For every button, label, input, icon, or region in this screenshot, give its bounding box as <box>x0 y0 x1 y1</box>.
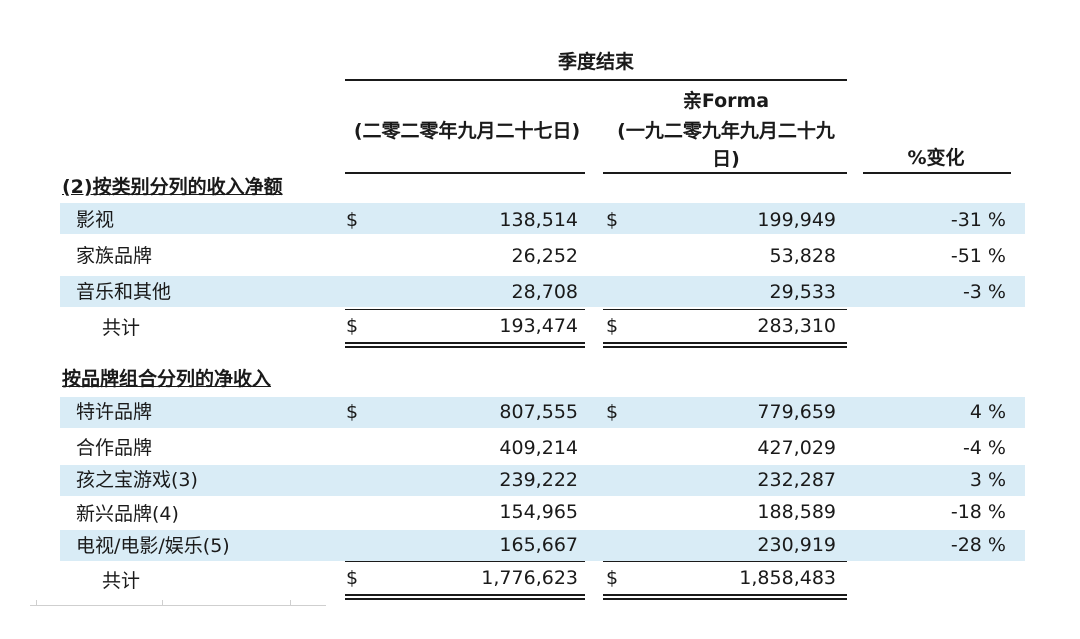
subtotal-rule <box>603 309 847 310</box>
pct-change: -51 % <box>950 245 1006 267</box>
pct-change: -18 % <box>950 501 1006 523</box>
total-label: 共计 <box>102 317 141 339</box>
total-double-rule <box>603 594 847 600</box>
pct-change: -28 % <box>950 534 1006 556</box>
currency-symbol: $ <box>606 209 619 231</box>
row-band <box>60 203 1025 234</box>
value-col1: 154,965 <box>499 501 578 523</box>
value-col2: 779,659 <box>757 401 836 423</box>
total-double-rule <box>603 342 847 348</box>
col1-header-rule <box>345 172 585 174</box>
currency-symbol: $ <box>346 567 359 589</box>
row-label: 孩之宝游戏(3) <box>76 469 198 491</box>
subtotal-rule <box>345 309 585 310</box>
total-col2: 1,858,483 <box>739 567 836 589</box>
value-col1: 807,555 <box>499 401 578 423</box>
currency-symbol: $ <box>606 401 619 423</box>
value-col2: 188,589 <box>757 501 836 523</box>
row-label: 特许品牌 <box>76 401 153 423</box>
col2-header-rule <box>603 172 847 174</box>
grid-tick <box>36 600 37 606</box>
section2-title: 按品牌组合分列的净收入 <box>62 368 272 390</box>
row-band <box>60 397 1025 428</box>
col2-header: (一九二零九年九月二十九日) <box>617 120 835 170</box>
row-band <box>60 276 1025 307</box>
value-col2: 230,919 <box>757 534 836 556</box>
grid-tick <box>290 600 291 606</box>
value-col2: 199,949 <box>757 209 836 231</box>
section1-title: (2)按类别分列的收入净额 <box>62 176 283 198</box>
value-col1: 138,514 <box>499 209 578 231</box>
row-label: 电视/电影/娱乐(5) <box>76 535 230 557</box>
total-double-rule <box>345 342 585 348</box>
value-col1: 239,222 <box>499 469 578 491</box>
row-band <box>60 530 1025 561</box>
currency-symbol: $ <box>606 315 619 337</box>
grid-tick <box>162 600 163 606</box>
total-label: 共计 <box>102 570 141 592</box>
row-label: 影视 <box>76 209 115 231</box>
pct-change: -4 % <box>962 437 1006 459</box>
value-col1: 165,667 <box>499 534 578 556</box>
total-double-rule <box>345 594 585 600</box>
col2-header-line1: 亲Forma <box>682 90 770 112</box>
group-title-rule <box>345 79 847 81</box>
row-label: 音乐和其他 <box>76 281 172 303</box>
row-label: 合作品牌 <box>76 437 153 459</box>
value-col2: 427,029 <box>757 437 836 459</box>
pct-change: 3 % <box>969 469 1006 491</box>
pct-change: -31 % <box>950 209 1006 231</box>
total-col2: 283,310 <box>757 315 836 337</box>
value-col2: 53,828 <box>769 245 836 267</box>
subtotal-rule <box>345 561 585 562</box>
value-col1: 28,708 <box>511 281 578 303</box>
value-col1: 26,252 <box>511 245 578 267</box>
row-label: 新兴品牌(4) <box>76 503 179 525</box>
col3-header-rule <box>863 172 1011 174</box>
pct-change: -3 % <box>962 281 1006 303</box>
value-col1: 409,214 <box>499 437 578 459</box>
col3-header: %变化 <box>907 147 965 169</box>
group-title: 季度结束 <box>557 51 634 73</box>
total-col1: 1,776,623 <box>481 567 578 589</box>
pct-change: 4 % <box>969 401 1006 423</box>
value-col2: 29,533 <box>769 281 836 303</box>
currency-symbol: $ <box>346 315 359 337</box>
row-band <box>60 465 1025 496</box>
currency-symbol: $ <box>606 567 619 589</box>
col1-header: (二零二零年九月二十七日) <box>353 120 581 142</box>
grid-line <box>30 605 326 606</box>
row-label: 家族品牌 <box>76 245 153 267</box>
subtotal-rule <box>603 561 847 562</box>
currency-symbol: $ <box>346 209 359 231</box>
value-col2: 232,287 <box>757 469 836 491</box>
currency-symbol: $ <box>346 401 359 423</box>
total-col1: 193,474 <box>499 315 578 337</box>
